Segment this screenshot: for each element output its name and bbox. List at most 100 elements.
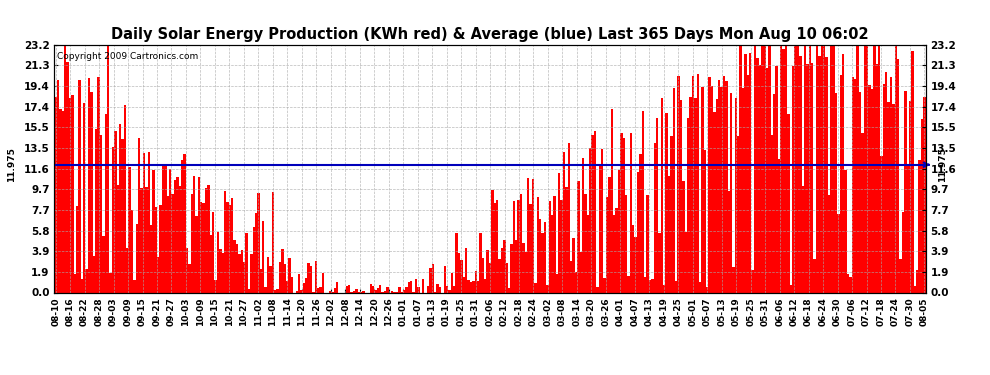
Bar <box>591 135 594 292</box>
Bar <box>176 177 178 292</box>
Bar <box>887 102 890 292</box>
Bar <box>806 64 809 292</box>
Bar <box>751 270 753 292</box>
Bar <box>255 213 257 292</box>
Bar <box>159 205 161 292</box>
Bar <box>61 111 64 292</box>
Bar <box>193 176 195 292</box>
Bar <box>152 170 154 292</box>
Bar <box>873 45 875 292</box>
Bar <box>790 285 792 292</box>
Bar <box>484 279 486 292</box>
Bar <box>486 250 489 292</box>
Bar <box>470 282 472 292</box>
Bar <box>856 45 858 292</box>
Bar <box>570 261 572 292</box>
Text: Copyright 2009 Cartronics.com: Copyright 2009 Cartronics.com <box>56 53 198 62</box>
Bar <box>663 285 665 292</box>
Bar <box>131 210 134 292</box>
Bar <box>632 225 635 292</box>
Bar <box>637 172 640 292</box>
Bar <box>262 222 264 292</box>
Bar <box>553 196 555 292</box>
Text: 11.975: 11.975 <box>7 147 17 182</box>
Bar <box>831 46 833 292</box>
Bar <box>161 164 164 292</box>
Bar <box>117 184 119 292</box>
Bar <box>863 45 866 292</box>
Bar <box>300 290 303 292</box>
Bar <box>498 258 501 292</box>
Bar <box>871 89 873 292</box>
Bar <box>797 45 799 292</box>
Bar <box>320 287 322 292</box>
Bar <box>582 158 584 292</box>
Bar <box>506 263 508 292</box>
Bar <box>66 62 68 292</box>
Bar <box>842 54 844 292</box>
Bar <box>105 114 107 292</box>
Bar <box>259 269 262 292</box>
Bar <box>379 285 381 292</box>
Bar <box>868 86 871 292</box>
Bar <box>122 140 124 292</box>
Bar <box>68 98 71 292</box>
Bar <box>648 280 651 292</box>
Bar <box>398 287 401 292</box>
Bar <box>880 156 883 292</box>
Bar <box>190 194 193 292</box>
Bar <box>782 50 785 292</box>
Bar <box>642 111 644 292</box>
Bar <box>181 160 183 292</box>
Bar <box>527 178 530 292</box>
Bar <box>329 291 332 292</box>
Bar <box>472 281 474 292</box>
Bar <box>81 279 83 292</box>
Bar <box>169 169 171 292</box>
Bar <box>59 108 61 292</box>
Bar <box>584 194 587 292</box>
Bar <box>264 287 267 292</box>
Bar <box>730 93 733 292</box>
Bar <box>656 117 658 292</box>
Bar <box>718 80 721 292</box>
Bar <box>305 278 308 292</box>
Bar <box>890 77 892 292</box>
Bar <box>267 256 269 292</box>
Bar <box>303 284 305 292</box>
Bar <box>482 258 484 292</box>
Bar <box>369 284 372 292</box>
Bar <box>384 291 386 292</box>
Bar <box>56 80 59 292</box>
Bar <box>308 263 310 292</box>
Bar <box>711 86 713 292</box>
Bar <box>572 238 575 292</box>
Bar <box>234 240 236 292</box>
Bar <box>660 98 663 292</box>
Bar <box>606 197 608 292</box>
Bar <box>744 54 746 292</box>
Bar <box>501 248 503 292</box>
Bar <box>716 99 718 292</box>
Bar <box>467 279 470 292</box>
Bar <box>919 160 921 292</box>
Bar <box>241 251 243 292</box>
Bar <box>520 194 523 292</box>
Bar <box>432 264 434 292</box>
Bar <box>462 277 465 292</box>
Bar <box>618 170 620 292</box>
Bar <box>924 97 926 292</box>
Bar <box>699 282 701 292</box>
Bar <box>787 114 790 292</box>
Bar <box>296 291 298 292</box>
Bar <box>403 290 405 292</box>
Bar <box>362 291 364 292</box>
Bar <box>291 277 293 292</box>
Bar <box>288 258 291 292</box>
Bar <box>658 233 660 292</box>
Bar <box>672 88 675 292</box>
Bar <box>555 274 558 292</box>
Bar <box>895 45 897 292</box>
Bar <box>374 290 376 292</box>
Bar <box>93 256 95 292</box>
